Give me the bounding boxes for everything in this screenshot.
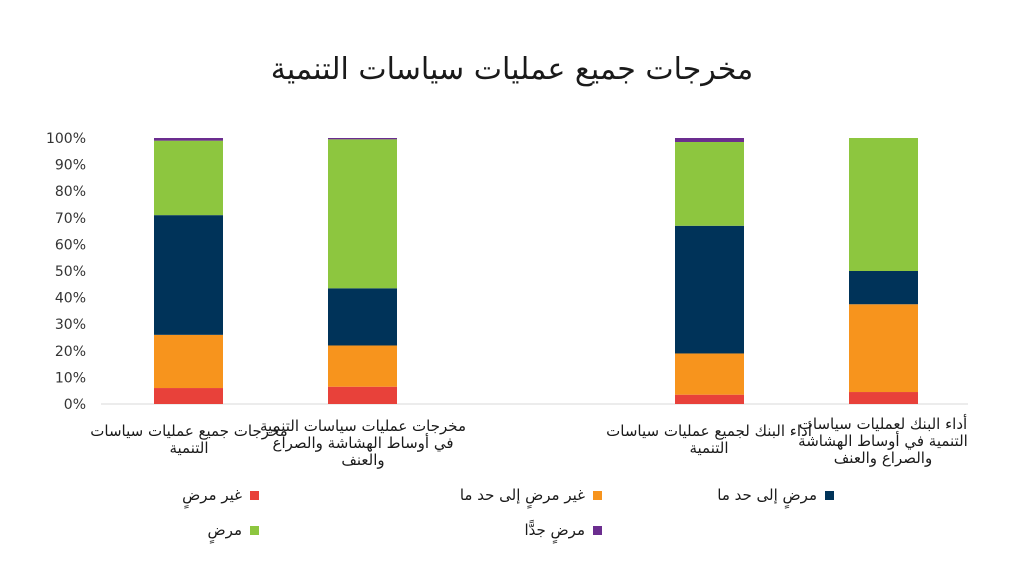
y-tick-label: 70% — [55, 211, 86, 227]
legend-label: مرضٍ — [207, 521, 242, 539]
category-label-3: أداء البنك لجميع عمليات سياسات التنمية — [606, 422, 812, 457]
bar-segment — [849, 392, 918, 404]
bar-segment — [328, 288, 397, 346]
y-tick-label: 50% — [55, 264, 86, 280]
y-tick-label: 100% — [46, 131, 86, 147]
bar-segment — [328, 345, 397, 387]
legend-item-moderately-unsatisfactory: غير مرضٍ إلى حد ما — [460, 486, 602, 504]
bar-segment — [675, 394, 744, 404]
bar-segment — [675, 141, 744, 226]
bar-segment — [675, 225, 744, 354]
legend-item-moderately-satisfactory: مرضٍ إلى حد ما — [717, 486, 834, 504]
bar-segment — [154, 140, 223, 216]
chart-title: مخرجات جميع عمليات سياسات التنمية — [270, 52, 754, 87]
bar-segment — [154, 334, 223, 389]
legend-label: غير مرضٍ إلى حد ما — [459, 486, 585, 504]
y-tick-label: 40% — [55, 291, 86, 307]
bars-layer — [154, 138, 918, 404]
bar-segment — [328, 138, 397, 140]
legend-swatch — [593, 525, 602, 535]
bar-segment — [675, 138, 744, 142]
legend-label: مرضٍ إلى حد ما — [717, 486, 817, 504]
legend-label: غير مرضٍ — [182, 486, 242, 504]
bar-segment — [849, 304, 918, 393]
bar-segment — [675, 353, 744, 395]
legend-swatch — [825, 490, 834, 500]
legend-swatch — [250, 490, 259, 500]
axis-layer: 0% 10% 20% 30% 40% 50% 60% 70% 80% 90% 100% — [46, 131, 968, 413]
legend-item-highly-satisfactory: مرضٍ جدًّا — [524, 521, 602, 539]
bar-segment — [328, 139, 397, 289]
bar-segment — [328, 386, 397, 404]
bar-segment — [849, 138, 918, 271]
category-label-4: أداء البنك لعمليات سياسات التنمية في أوس… — [798, 415, 968, 467]
legend-label: مرضٍ جدًّا — [524, 521, 585, 539]
y-tick-label: 30% — [55, 317, 86, 333]
legend-item-unsatisfactory: غير مرضٍ — [182, 486, 259, 504]
legend-item-satisfactory: مرضٍ — [208, 521, 259, 539]
bar-segment — [154, 138, 223, 141]
y-tick-label: 60% — [55, 237, 86, 253]
bar-segment — [154, 215, 223, 335]
bar-segment — [849, 271, 918, 305]
y-tick-label: 20% — [55, 344, 86, 360]
category-label-2: مخرجات عمليات سياسات التنمية في أوساط ال… — [259, 417, 467, 469]
y-tick-label: 80% — [55, 184, 86, 200]
y-tick-label: 0% — [64, 397, 86, 413]
bar-segment — [154, 388, 223, 404]
y-tick-label: 90% — [55, 158, 86, 174]
legend-swatch — [250, 525, 259, 535]
legend-swatch — [593, 490, 602, 500]
y-tick-label: 10% — [55, 370, 86, 386]
category-label-1: مخرجات جميع عمليات سياسات التنمية — [90, 422, 288, 457]
